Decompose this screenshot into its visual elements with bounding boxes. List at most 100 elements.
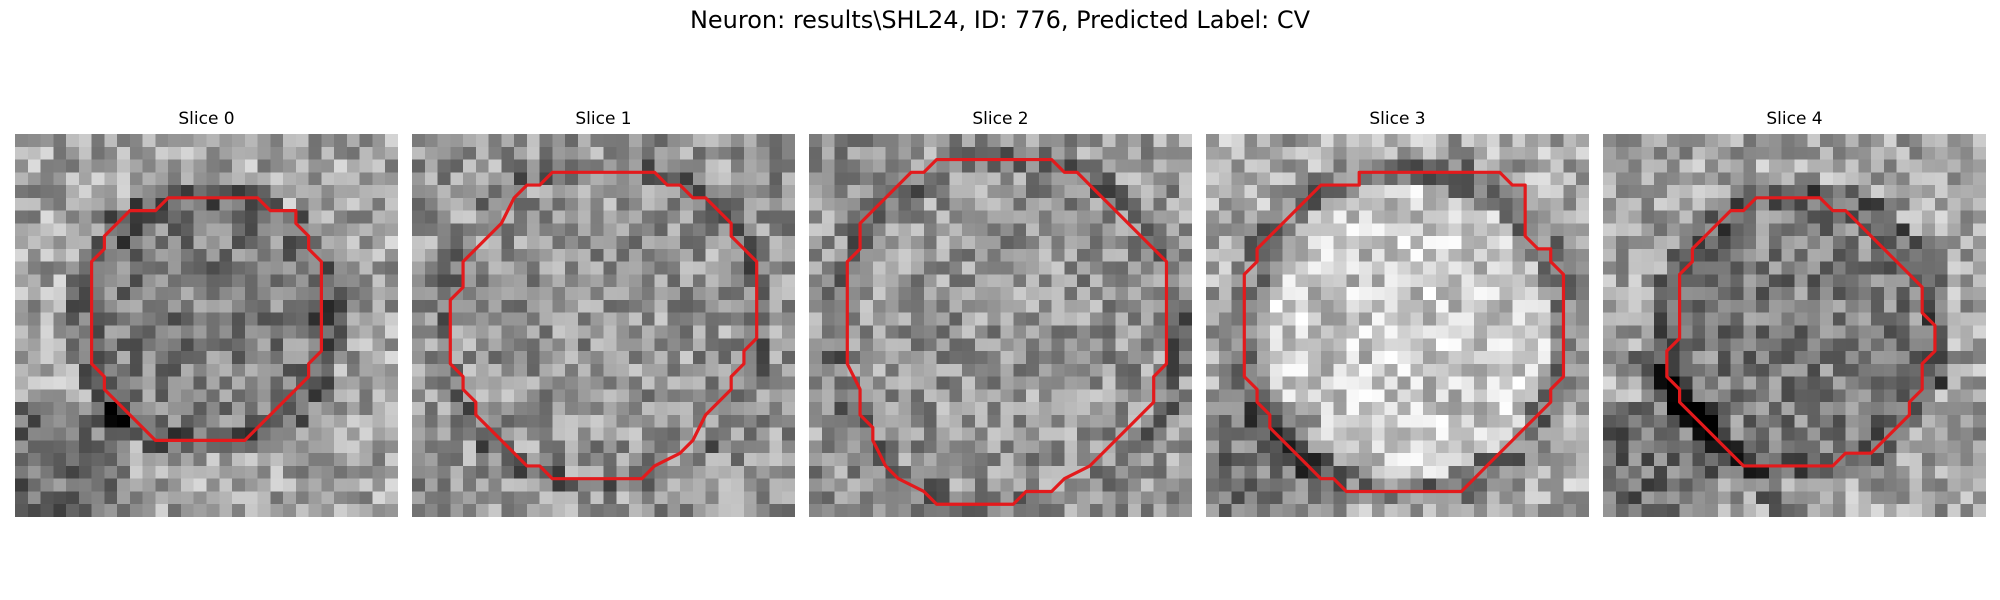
pixel (847, 287, 861, 301)
pixel (1654, 453, 1668, 467)
pixel (834, 351, 848, 365)
pixel (104, 338, 118, 352)
pixel (526, 261, 540, 275)
pixel (667, 402, 681, 416)
pixel (1654, 146, 1668, 160)
pixel (821, 465, 835, 479)
pixel (1231, 465, 1245, 479)
pixel (1858, 299, 1872, 313)
pixel (412, 261, 426, 275)
pixel (514, 389, 528, 403)
pixel (66, 236, 80, 250)
pixel (501, 427, 515, 441)
pixel (1461, 465, 1475, 479)
pixel (359, 351, 373, 365)
pixel (1705, 185, 1719, 199)
pixel (1525, 312, 1539, 326)
pixel (1397, 389, 1411, 403)
pixel (66, 274, 80, 288)
pixel (1922, 223, 1936, 237)
pixel (1282, 351, 1296, 365)
pixel (1089, 478, 1103, 492)
pixel (1269, 338, 1283, 352)
pixel (270, 248, 284, 262)
pixel (359, 312, 373, 326)
pixel (1692, 325, 1706, 339)
pixel (1896, 376, 1910, 390)
pixel (346, 223, 360, 237)
pixel (1615, 197, 1629, 211)
pixel (1909, 325, 1923, 339)
pixel (372, 338, 386, 352)
pixel (1973, 351, 1986, 365)
pixel (834, 427, 848, 441)
pixel (1397, 248, 1411, 262)
pixel (1756, 287, 1770, 301)
pixel (1128, 504, 1142, 517)
pixel (923, 351, 937, 365)
pixel (1282, 376, 1296, 390)
pixel (872, 287, 886, 301)
pixel (359, 223, 373, 237)
pixel (206, 185, 220, 199)
pixel (1743, 504, 1757, 517)
pixel (1077, 414, 1091, 428)
pixel (180, 338, 194, 352)
pixel (1654, 261, 1668, 275)
pixel (1461, 146, 1475, 160)
pixel (15, 465, 29, 479)
pixel (809, 223, 823, 237)
pixel (692, 146, 706, 160)
pixel (1346, 389, 1360, 403)
pixel (117, 261, 131, 275)
pixel (1140, 146, 1154, 160)
pixel (334, 197, 348, 211)
pixel (295, 159, 309, 173)
pixel (334, 236, 348, 250)
pixel (1628, 427, 1642, 441)
pixel (385, 414, 398, 428)
pixel (1269, 197, 1283, 211)
pixel (206, 172, 220, 186)
pixel (412, 504, 426, 517)
pixel (1794, 287, 1808, 301)
pixel (321, 223, 335, 237)
pixel (1922, 248, 1936, 262)
pixel (1883, 274, 1897, 288)
pixel (1909, 210, 1923, 224)
pixel (1499, 159, 1513, 173)
pixel (705, 261, 719, 275)
pixel (1269, 414, 1283, 428)
pixel (911, 504, 925, 517)
pixel (232, 376, 246, 390)
pixel (577, 491, 591, 505)
pixel (232, 287, 246, 301)
pixel (552, 453, 566, 467)
pixel (552, 197, 566, 211)
pixel (769, 351, 783, 365)
pixel (1756, 261, 1770, 275)
pixel (501, 465, 515, 479)
pixel (1077, 159, 1091, 173)
pixel (15, 261, 29, 275)
pixel (834, 338, 848, 352)
pixel (412, 414, 426, 428)
pixel (1563, 197, 1577, 211)
pixel (1102, 491, 1116, 505)
pixel (539, 414, 553, 428)
pixel (1845, 146, 1859, 160)
pixel (334, 351, 348, 365)
pixel (1282, 427, 1296, 441)
pixel (1140, 248, 1154, 262)
pixel (1128, 491, 1142, 505)
pixel (412, 338, 426, 352)
pixel (412, 236, 426, 250)
pixel (270, 274, 284, 288)
pixel (1692, 351, 1706, 365)
pixel (1295, 159, 1309, 173)
pixel (1807, 440, 1821, 454)
pixel (193, 134, 207, 148)
pixel (1883, 453, 1897, 467)
pixel (91, 376, 105, 390)
pixel (577, 402, 591, 416)
